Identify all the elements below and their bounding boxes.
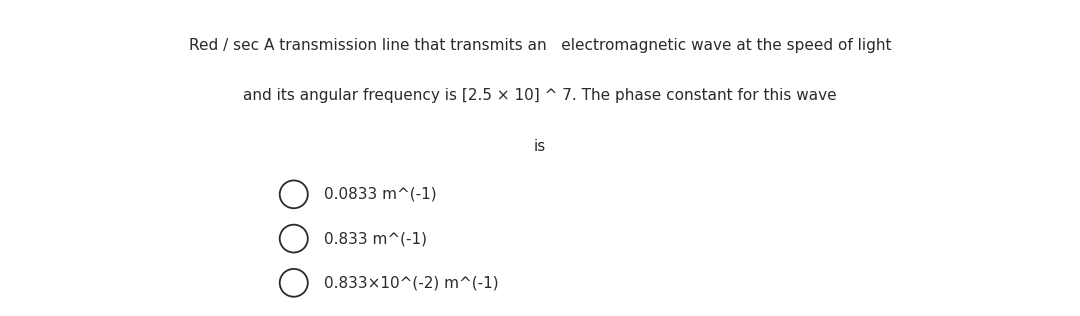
- Text: Red / sec A transmission line that transmits an   electromagnetic wave at the sp: Red / sec A transmission line that trans…: [189, 38, 891, 53]
- Text: and its angular frequency is [2.5 × 10] ^ 7. The phase constant for this wave: and its angular frequency is [2.5 × 10] …: [243, 88, 837, 103]
- Text: 0.833×10^(-2) m^(-1): 0.833×10^(-2) m^(-1): [324, 275, 499, 290]
- Text: is: is: [534, 139, 546, 154]
- Text: 0.0833 m^(-1): 0.0833 m^(-1): [324, 187, 436, 202]
- Text: 0.833 m^(-1): 0.833 m^(-1): [324, 231, 427, 246]
